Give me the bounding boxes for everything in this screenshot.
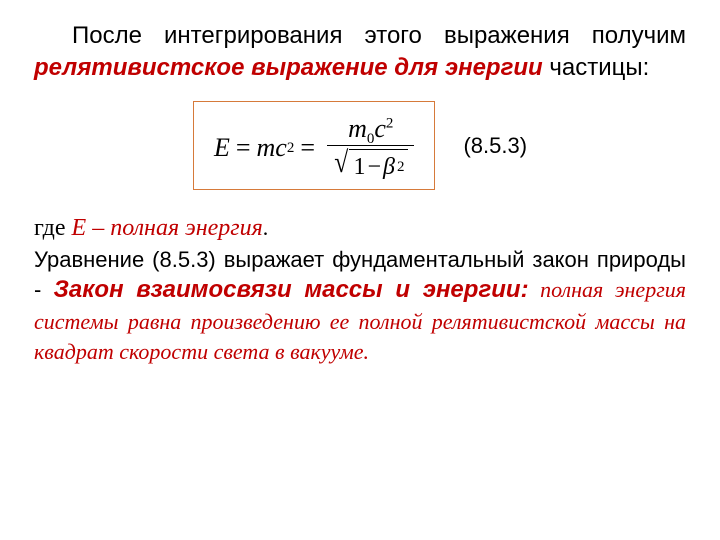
formula-numerator: m0c2 bbox=[342, 116, 399, 145]
radical-sign: √ bbox=[334, 148, 348, 178]
formula-box: E = mc2 = m0c2 √ 1 − β2 bbox=[193, 101, 436, 190]
radicand-minus: − bbox=[367, 155, 381, 179]
formula-mc: mc bbox=[257, 135, 287, 161]
where-period: . bbox=[263, 215, 269, 240]
formula-row: E = mc2 = m0c2 √ 1 − β2 bbox=[34, 101, 686, 190]
intro-lead: После интегрирования этого выражения пол… bbox=[72, 22, 686, 49]
radicand-beta: β bbox=[383, 155, 395, 179]
formula-fraction: m0c2 √ 1 − β2 bbox=[327, 116, 414, 179]
num-m: m bbox=[348, 114, 367, 143]
law-title: Закон взаимосвязи массы и энергии: bbox=[53, 276, 528, 303]
where-label: где bbox=[34, 215, 72, 241]
equation-number: (8.5.3) bbox=[463, 133, 527, 159]
paragraph-intro: После интегрирования этого выражения пол… bbox=[34, 20, 686, 83]
radicand: 1 − β2 bbox=[349, 149, 408, 179]
formula-denominator: √ 1 − β2 bbox=[327, 145, 414, 179]
formula-eq1: = bbox=[236, 135, 251, 161]
where-E: E bbox=[72, 215, 87, 241]
num-c: c bbox=[374, 114, 386, 143]
formula-E: E bbox=[214, 135, 230, 161]
document-page: После интегрирования этого выражения пол… bbox=[0, 0, 720, 540]
where-E-desc: – полная энергия bbox=[86, 215, 263, 241]
formula-eq2: = bbox=[300, 135, 315, 161]
intro-tail: частицы: bbox=[543, 54, 650, 81]
num-sup2: 2 bbox=[386, 116, 394, 132]
intro-highlight: релятивистское выражение для энергии bbox=[34, 54, 543, 81]
radicand-one: 1 bbox=[353, 155, 365, 179]
formula-sqrt: √ 1 − β2 bbox=[333, 149, 408, 179]
paragraph-body: где E – полная энергия. Уравнение (8.5.3… bbox=[34, 212, 686, 366]
